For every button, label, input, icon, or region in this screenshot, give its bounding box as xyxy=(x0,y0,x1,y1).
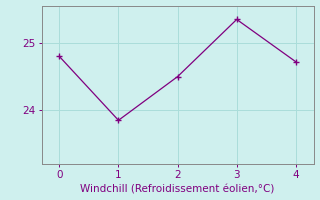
X-axis label: Windchill (Refroidissement éolien,°C): Windchill (Refroidissement éolien,°C) xyxy=(80,184,275,194)
